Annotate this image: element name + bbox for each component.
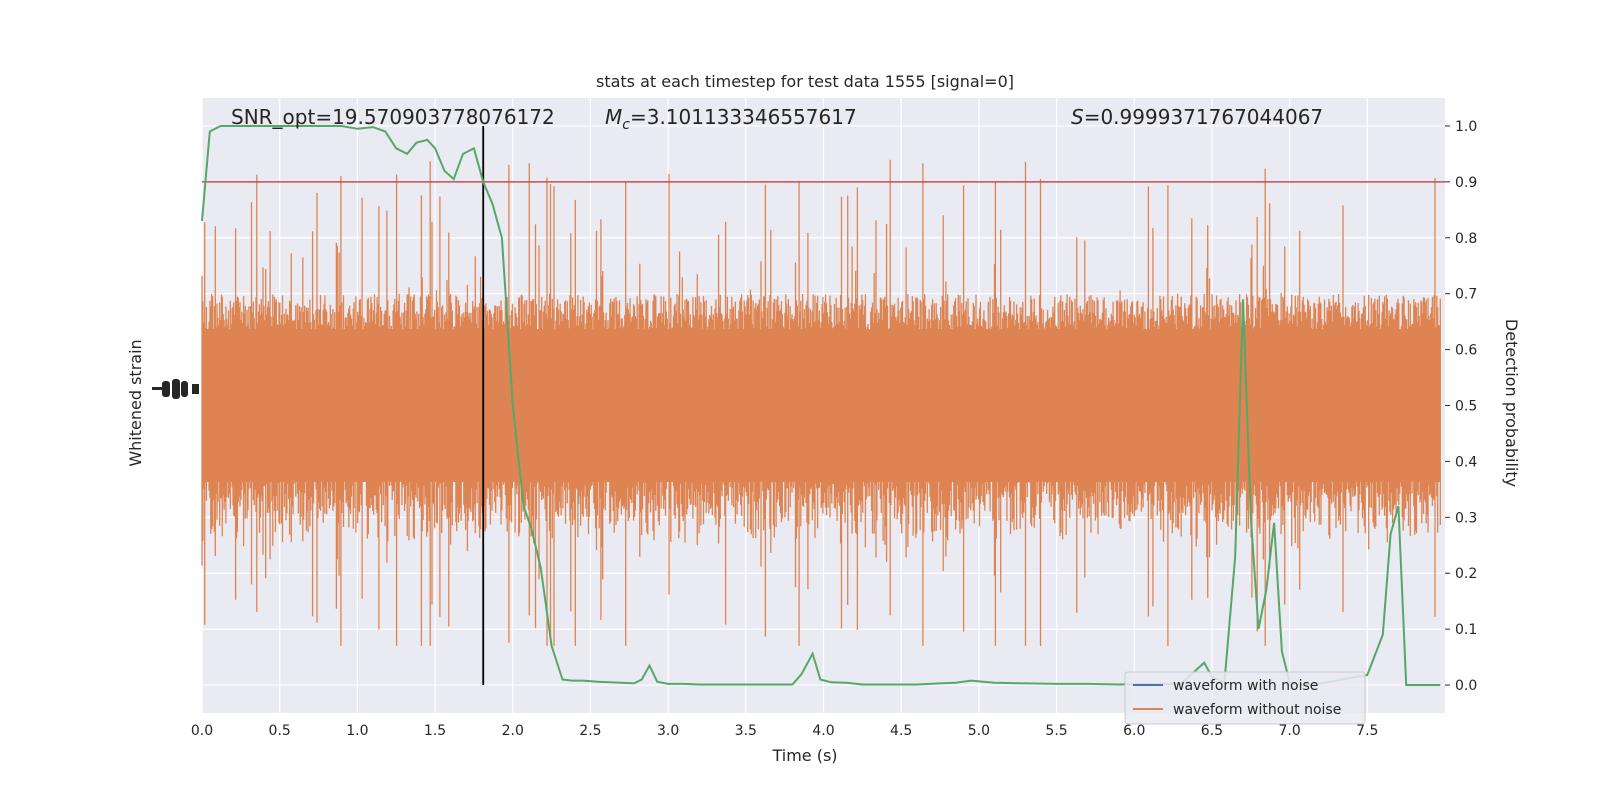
- legend: waveform with noise waveform without noi…: [1124, 671, 1366, 725]
- y-axis-label-left: Whitened strain: [126, 339, 145, 466]
- x-tick-label: 5.0: [968, 723, 990, 739]
- chirp-mass-subscript: c: [622, 117, 630, 133]
- y-tick-label: 0.4: [1455, 454, 1477, 470]
- legend-label-without-noise: waveform without noise: [1173, 702, 1341, 718]
- y-tick-label: 0.1: [1455, 622, 1477, 638]
- overlap-annotation: S=0.9999371767044067: [1071, 105, 1323, 129]
- chirp-mass-symbol: M: [605, 105, 622, 129]
- y-tick-label: 0.8: [1455, 231, 1477, 247]
- y-axis-label-right: Detection probability: [1502, 319, 1521, 487]
- y-tick-label: 0.3: [1455, 510, 1477, 526]
- noise-strain-series: [201, 159, 1441, 646]
- legend-label-with-noise: waveform with noise: [1173, 678, 1318, 694]
- x-tick-label: 2.5: [579, 723, 601, 739]
- y-tick-label: 0.6: [1455, 343, 1477, 359]
- chirp-mass-annotation: Mc=3.101133346557617: [605, 105, 857, 133]
- overlap-symbol: S: [1071, 105, 1084, 129]
- y-tick-label: 0.2: [1455, 566, 1477, 582]
- x-tick-label: 4.5: [890, 723, 912, 739]
- x-tick-label: 5.5: [1045, 723, 1067, 739]
- x-tick-label: 3.5: [735, 723, 757, 739]
- y-ticks-right: 0.0 0.1 0.2 0.3 0.4 0.5 0.6 0.7 0.8 0.9 1.0: [1445, 119, 1477, 694]
- y-tick-label: 0.5: [1455, 399, 1477, 415]
- x-tick-label: 6.5: [1201, 723, 1223, 739]
- chart-title: stats at each timestep for test data 155…: [596, 72, 1014, 91]
- y-tick-label: 0.7: [1455, 287, 1477, 303]
- x-tick-label: 1.5: [424, 723, 446, 739]
- chirp-mass-value: =3.101133346557617: [630, 105, 857, 129]
- x-tick-label: 7.5: [1356, 723, 1378, 739]
- x-tick-label: 7.0: [1278, 723, 1300, 739]
- x-tick-label: 4.0: [812, 723, 834, 739]
- x-tick-label: 2.0: [502, 723, 524, 739]
- y-tick-label: 1.0: [1455, 119, 1477, 135]
- y-tick-label: 0.0: [1455, 678, 1477, 694]
- x-tick-label: 3.0: [657, 723, 679, 739]
- x-tick-label: 1.0: [346, 723, 368, 739]
- x-tick-label: 6.0: [1123, 723, 1145, 739]
- overlap-value: =0.9999371767044067: [1084, 105, 1323, 129]
- left-axis-overlapping-ticks: [152, 379, 199, 399]
- detection-probability-line: [201, 125, 1441, 686]
- x-tick-label: 0.0: [191, 723, 213, 739]
- noise-strain-core: [202, 329, 1441, 482]
- x-ticks: 0.0 0.5 1.0 1.5 2.0 2.5 3.0 3.5 4.0 4.5 5.0 5.5 6.0 6…: [191, 723, 1379, 739]
- y-tick-label: 0.9: [1455, 175, 1477, 191]
- x-tick-label: 0.5: [269, 723, 291, 739]
- x-axis-label: Time (s): [771, 746, 837, 765]
- legend-box: [1124, 671, 1366, 725]
- snr-annotation: SNR_opt=19.570903778076172: [231, 105, 555, 129]
